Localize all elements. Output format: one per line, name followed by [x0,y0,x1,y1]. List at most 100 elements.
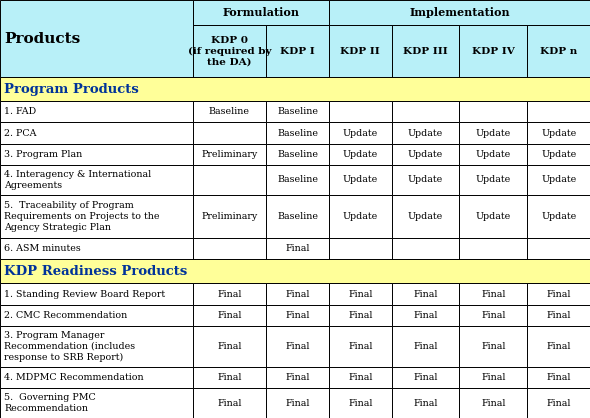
Bar [392,283,460,305]
Text: Update: Update [408,150,443,159]
Text: Update: Update [343,129,378,138]
Bar [460,195,527,238]
Bar [392,326,460,367]
Text: KDP 0
(if required by
the DA): KDP 0 (if required by the DA) [188,36,271,66]
Bar [460,25,527,77]
Bar [0,144,192,165]
Text: Final: Final [286,342,310,351]
Bar [329,305,392,326]
Bar [266,165,329,195]
Text: Preliminary: Preliminary [201,212,257,221]
Text: Final: Final [481,398,506,408]
Bar [329,326,392,367]
Text: Update: Update [476,212,511,221]
Text: Final: Final [413,290,438,298]
Text: Final: Final [217,342,242,351]
Text: Update: Update [541,212,576,221]
Bar [0,388,192,418]
Bar [266,305,329,326]
Text: 5.  Governing PMC
Recommendation: 5. Governing PMC Recommendation [4,393,96,413]
Bar [527,388,590,418]
Text: 4. MDPMC Recommendation: 4. MDPMC Recommendation [4,373,144,382]
Text: Final: Final [217,290,242,298]
Text: Program Products: Program Products [4,83,139,96]
Bar [527,165,590,195]
Bar [0,0,192,77]
Text: Final: Final [286,244,310,253]
Text: Final: Final [348,373,372,382]
Bar [266,25,329,77]
Bar [192,195,266,238]
Bar [329,122,392,144]
Bar [0,238,192,260]
Bar [329,25,392,77]
Text: Baseline: Baseline [277,107,318,116]
Bar [392,388,460,418]
Bar [192,305,266,326]
Bar [392,165,460,195]
Text: Final: Final [481,311,506,320]
Bar [192,326,266,367]
Text: Final: Final [286,311,310,320]
Text: 6. ASM minutes: 6. ASM minutes [4,244,81,253]
Text: Update: Update [408,212,443,221]
Text: KDP IV: KDP IV [472,46,514,56]
Bar [266,122,329,144]
Text: Products: Products [4,32,80,46]
Text: Final: Final [546,342,571,351]
Bar [266,144,329,165]
Bar [192,25,266,77]
Bar [329,388,392,418]
Bar [192,238,266,260]
Bar [329,283,392,305]
Bar [392,367,460,388]
Text: 5.  Traceability of Program
Requirements on Projects to the
Agency Strategic Pla: 5. Traceability of Program Requirements … [4,201,160,232]
Bar [192,0,329,25]
Text: KDP III: KDP III [403,46,448,56]
Text: KDP I: KDP I [280,46,315,56]
Text: Update: Update [541,150,576,159]
Text: Final: Final [348,290,372,298]
Text: Implementation: Implementation [409,7,510,18]
Bar [266,195,329,238]
Bar [460,238,527,260]
Text: Final: Final [413,398,438,408]
Text: Formulation: Formulation [222,7,299,18]
Bar [527,238,590,260]
Bar [266,388,329,418]
Bar [0,283,192,305]
Bar [0,305,192,326]
Bar [192,283,266,305]
Bar [392,25,460,77]
Bar [266,367,329,388]
Bar [329,195,392,238]
Bar [192,165,266,195]
Bar [0,326,192,367]
Bar [527,283,590,305]
Text: Final: Final [286,290,310,298]
Text: Final: Final [348,311,372,320]
Text: Final: Final [348,398,372,408]
Text: 2. CMC Recommendation: 2. CMC Recommendation [4,311,127,320]
Bar [329,367,392,388]
Text: KDP II: KDP II [340,46,380,56]
Bar [266,238,329,260]
Text: Baseline: Baseline [277,150,318,159]
Bar [266,101,329,122]
Text: 3. Program Plan: 3. Program Plan [4,150,83,159]
Bar [392,195,460,238]
Bar [460,305,527,326]
Bar [527,101,590,122]
Text: Final: Final [546,290,571,298]
Bar [527,25,590,77]
Text: Update: Update [476,129,511,138]
Text: Final: Final [348,342,372,351]
Text: Baseline: Baseline [277,129,318,138]
Text: Final: Final [546,311,571,320]
Bar [392,122,460,144]
Text: Final: Final [481,342,506,351]
Bar [527,195,590,238]
Text: Update: Update [343,212,378,221]
Bar [192,144,266,165]
Bar [0,77,590,101]
